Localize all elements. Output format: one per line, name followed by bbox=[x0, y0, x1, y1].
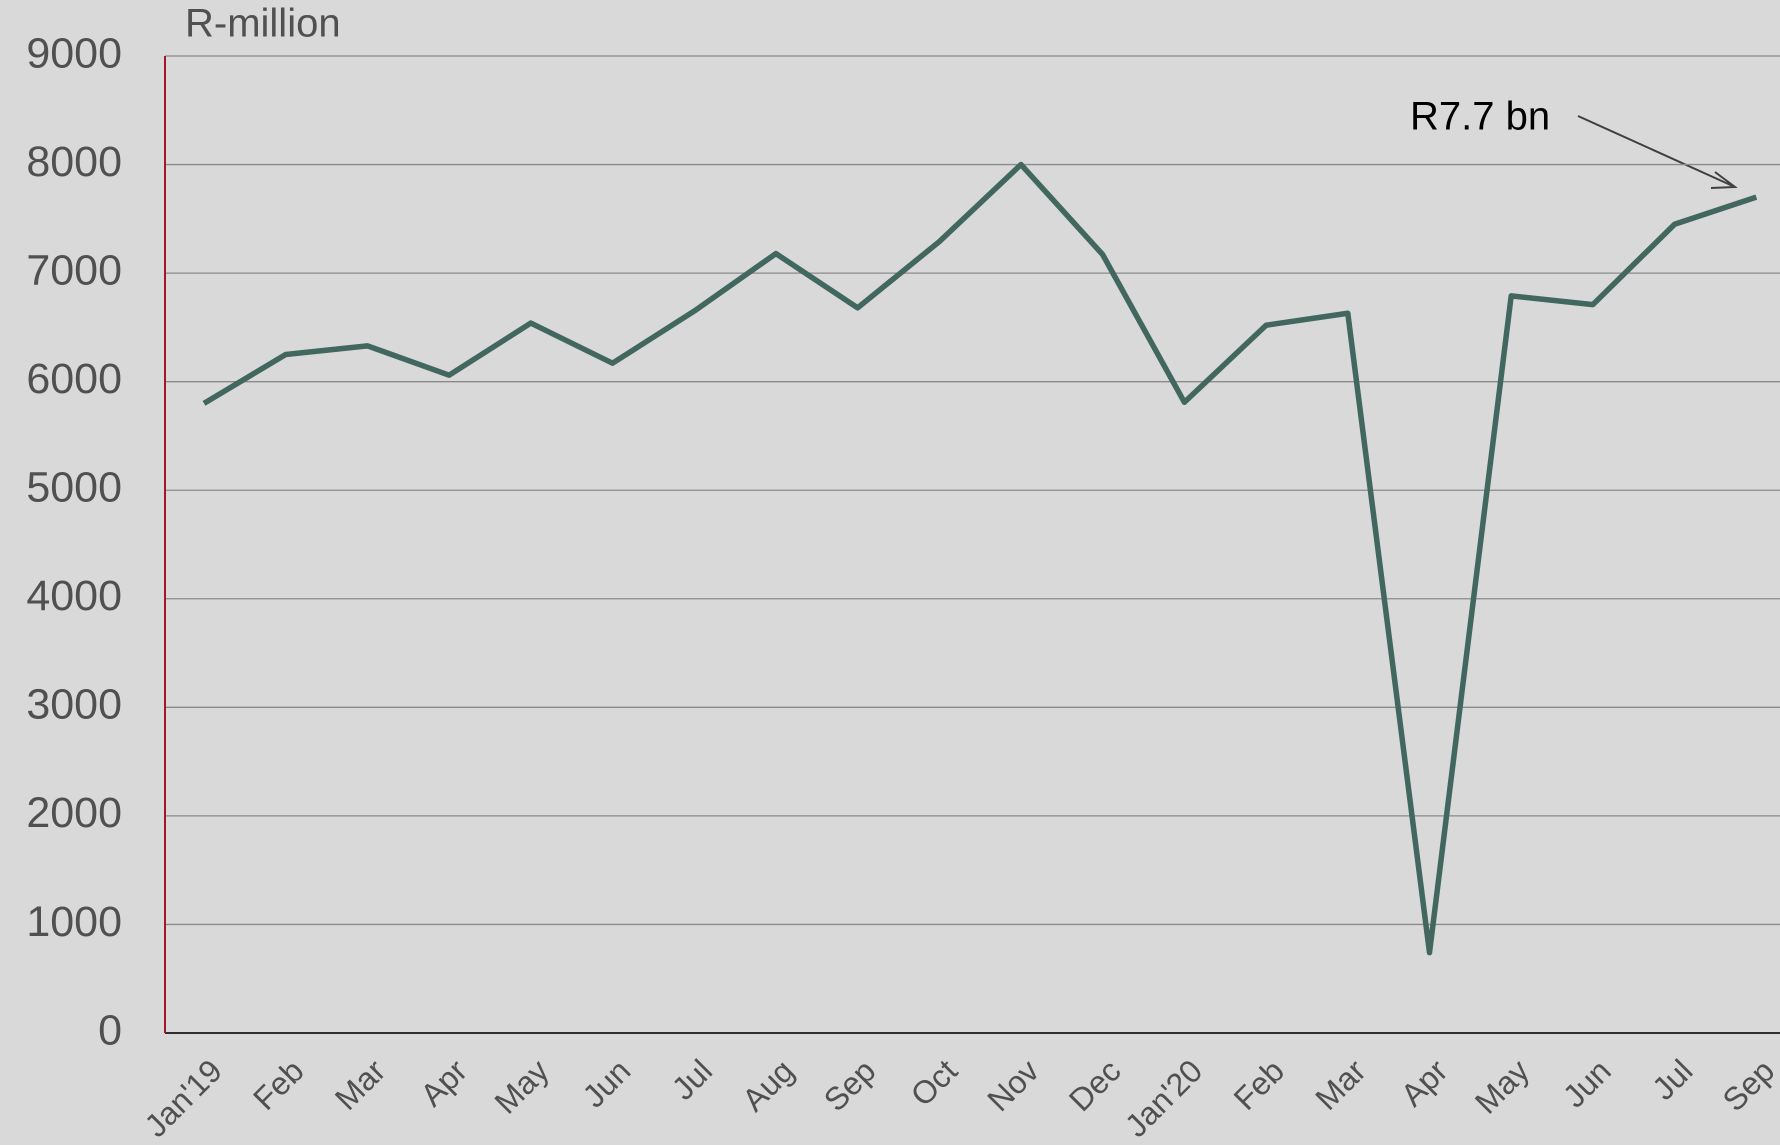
y-tick-label: 7000 bbox=[26, 246, 122, 294]
line bbox=[202, 161, 1758, 956]
y-tick-label: 8000 bbox=[26, 138, 122, 186]
y-tick-label: 5000 bbox=[26, 464, 122, 512]
y-tick-label: 0 bbox=[98, 1006, 122, 1054]
annotation-arrow bbox=[1577, 115, 1738, 189]
y-tick-label: 2000 bbox=[26, 789, 122, 837]
y-tick-label: 3000 bbox=[26, 681, 122, 729]
y-tick-label: 9000 bbox=[26, 29, 122, 77]
y-tick-label: 4000 bbox=[26, 572, 122, 620]
y-axis-label: R-million bbox=[185, 2, 341, 46]
annotation: R7.7 bn bbox=[1410, 95, 1550, 139]
y-tick-label: 6000 bbox=[26, 355, 122, 403]
y-tick-label: 1000 bbox=[26, 898, 122, 946]
